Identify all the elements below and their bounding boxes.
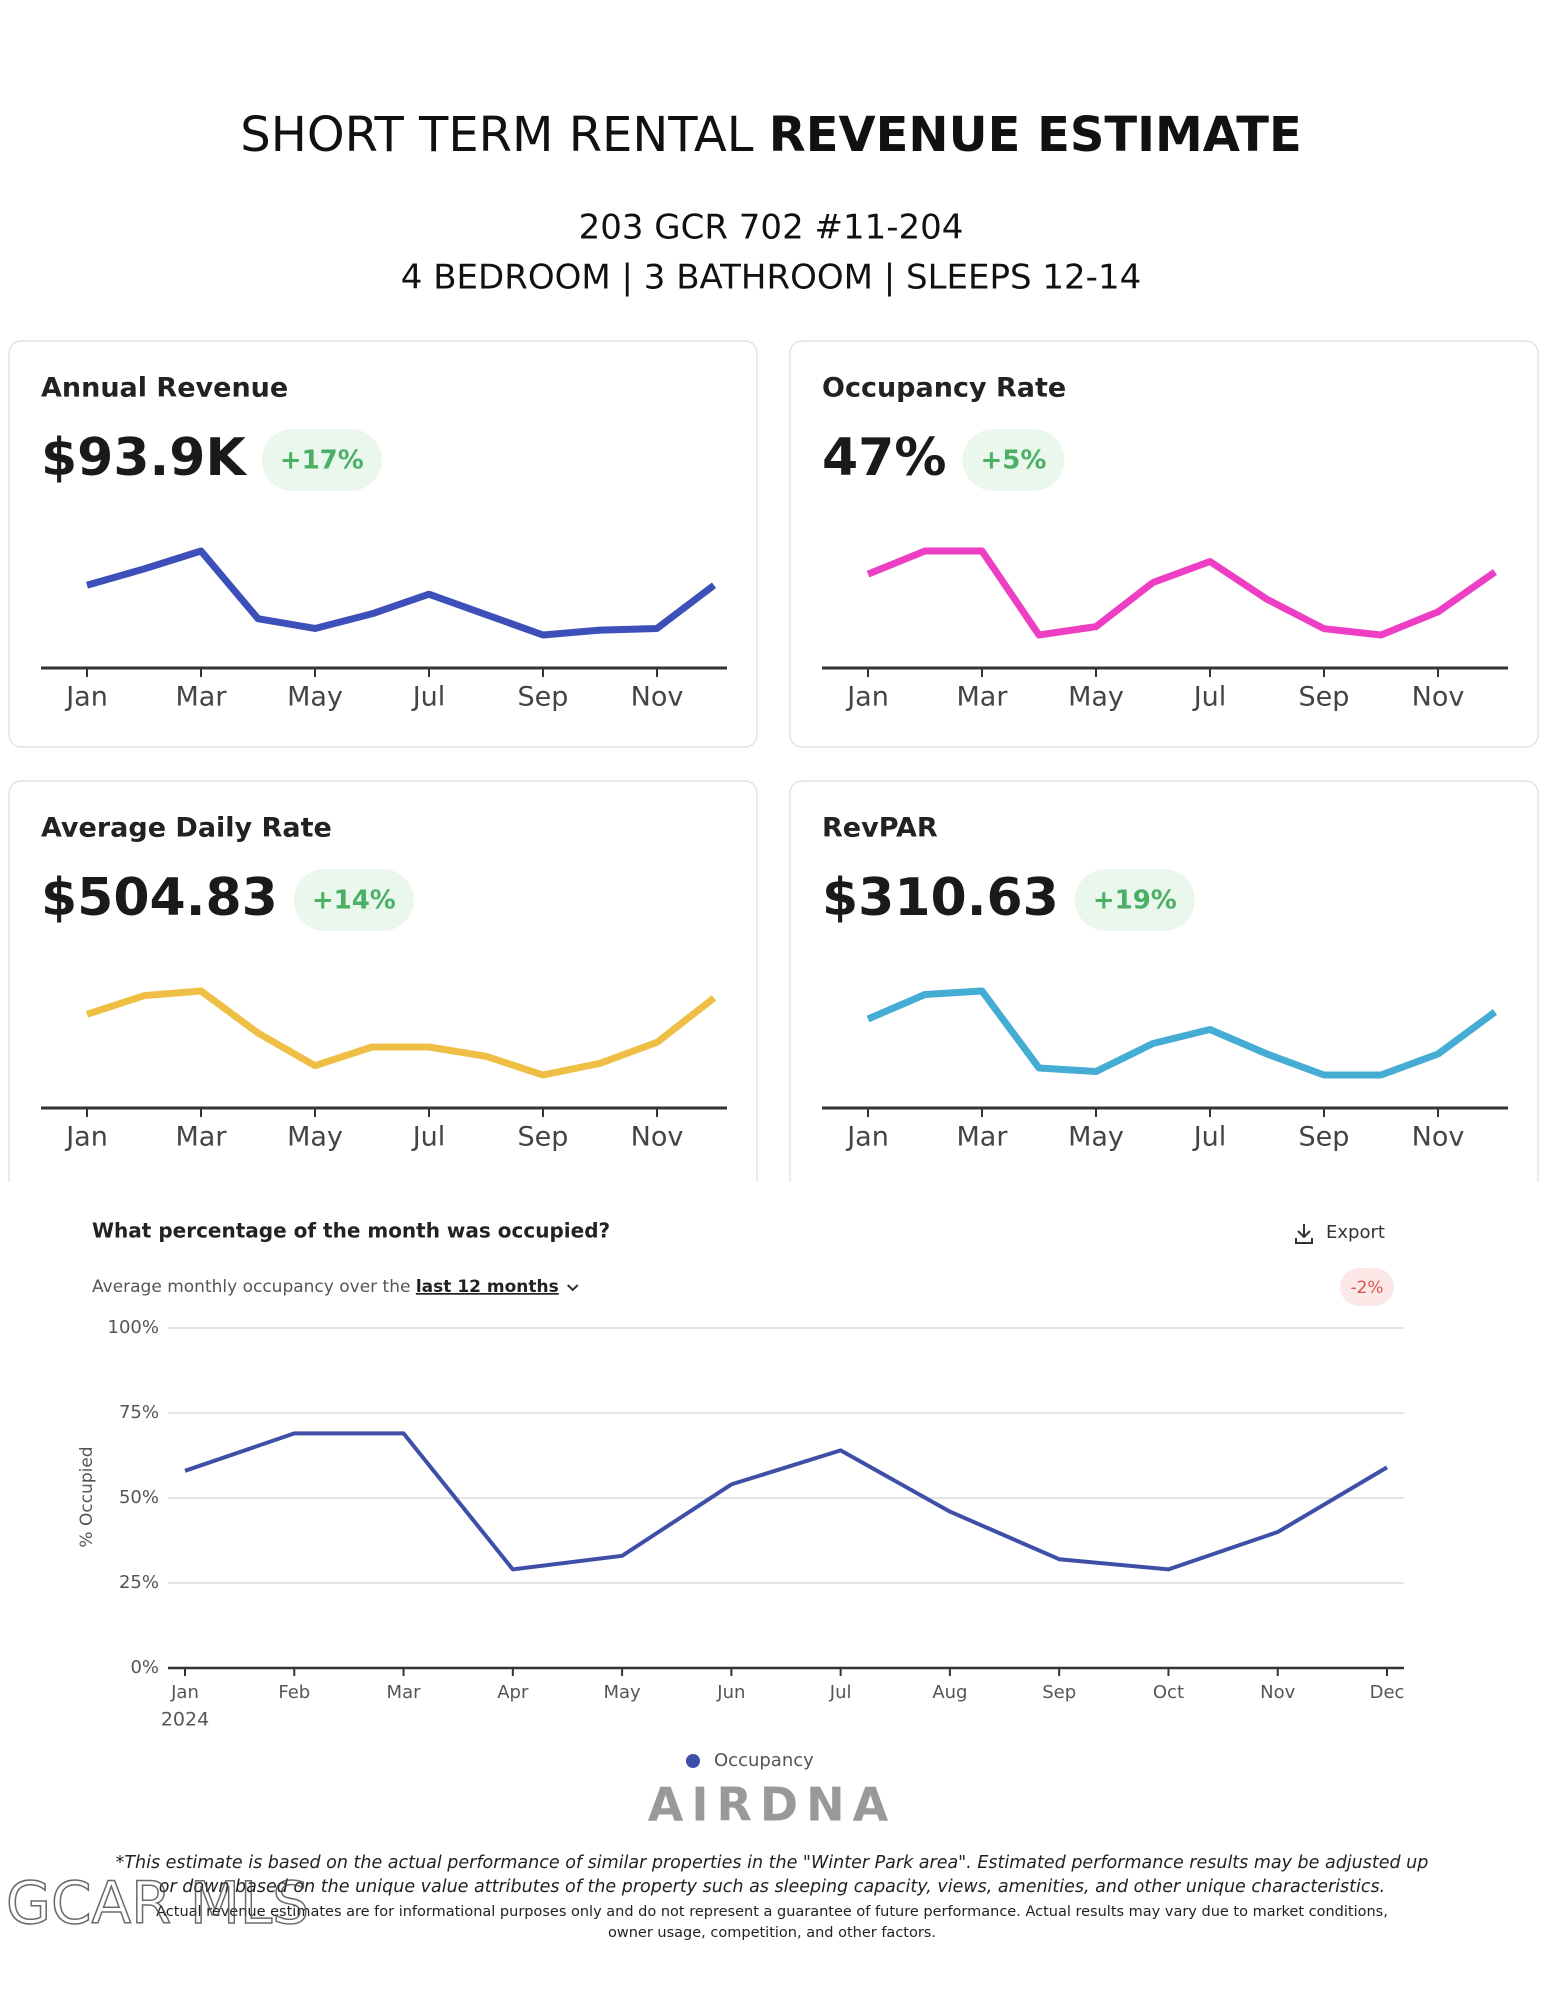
series-line (184, 1431, 1389, 1572)
title-light: SHORT TERM RENTAL (240, 107, 753, 163)
chart-title: What percentage of the month was occupie… (92, 1219, 610, 1243)
x-tick-label: May (603, 1682, 641, 1703)
export-label[interactable]: Export (1326, 1222, 1385, 1243)
x-tick-label: May (287, 682, 343, 713)
y-tick-label: 75% (119, 1402, 159, 1423)
x-tick-label: Jul (1192, 682, 1227, 713)
x-tick-label: Sep (1299, 682, 1350, 713)
headline: $93.9K (41, 428, 247, 488)
metric-card: Average Daily Rate $504.83 +14% Jan Mar May Ju… (8, 780, 758, 1212)
y-tick-label: 0% (130, 1657, 159, 1678)
x-tick-label: Jan (170, 1682, 199, 1703)
x-tick-label: Jul (1192, 1122, 1227, 1153)
x-tick-label: Mar (176, 1122, 228, 1153)
x-tick-label: Feb (278, 1682, 310, 1703)
y-tick-label: 100% (108, 1317, 159, 1338)
x-tick-label: Sep (1042, 1682, 1076, 1703)
x-tick-label: Jun (716, 1682, 745, 1703)
metric-card: Occupancy Rate 47% +5% Jan Mar May Jul Sep Nov (789, 340, 1539, 748)
watermark: GCAR MLS (6, 1869, 309, 1937)
y-tick-label: 25% (119, 1572, 159, 1593)
change-badge (962, 429, 1065, 491)
subtitle-text: Average monthly occupancy over the (92, 1277, 410, 1297)
x-tick-label: Nov (631, 1122, 684, 1153)
change-badge (1074, 869, 1195, 931)
metric-card: RevPAR $310.63 +19% Jan Mar May Jul Sep Nov (789, 780, 1539, 1212)
card-bg (8, 340, 758, 748)
x-tick-label: Mar (957, 682, 1009, 713)
x-tick-label: Jan (64, 682, 108, 713)
x-tick-label: Sep (518, 682, 569, 713)
trend-line (866, 987, 1498, 1079)
x-tick-label: Jul (829, 1682, 852, 1703)
x-tick-label: Mar (387, 1682, 422, 1703)
x-tick-label: Sep (1299, 1122, 1350, 1153)
change-label: +14% (312, 886, 396, 916)
export-button[interactable]: Export (1295, 1222, 1385, 1244)
note: *This estimate is based on the actual pe… (116, 1853, 1429, 1873)
change-badge (293, 869, 414, 931)
trend-line (85, 987, 717, 1079)
export-icon (1295, 1224, 1313, 1244)
metric-card: Annual Revenue $93.9K +17% Jan Mar May Jul Sep N… (8, 340, 758, 748)
x-tick-label: May (1068, 1122, 1124, 1153)
page-title: SHORT TERM RENTAL REVENUE ESTIMATE (240, 107, 1302, 163)
legend-label: Occupancy (714, 1750, 814, 1771)
x-tick-label: Aug (932, 1682, 967, 1703)
change-label: -2% (1350, 1278, 1383, 1298)
card-title: Occupancy Rate (822, 373, 1066, 404)
x-sublabel: 2024 (161, 1709, 209, 1731)
x-tick-label: Nov (1260, 1682, 1295, 1703)
x-tick-label: Jan (845, 682, 889, 713)
headline: 47% (822, 428, 946, 488)
x-tick-label: Nov (1412, 1122, 1465, 1153)
trend-line (866, 547, 1498, 639)
note: owner usage, competition, and other fact… (608, 1925, 936, 1941)
change-badge (261, 429, 382, 491)
x-tick-label: Oct (1153, 1682, 1184, 1703)
card-title: Average Daily Rate (41, 813, 332, 844)
occupancy-chart: 0% 25% 50% 75% 100% Jan Feb Mar Apr May Jun Jul Aug S… (108, 1317, 1405, 1771)
x-tick-label: Jan (845, 1122, 889, 1153)
y-tick-label: 50% (119, 1487, 159, 1508)
x-tick-label: Nov (631, 682, 684, 713)
trend-line (86, 547, 717, 639)
headline: $504.83 (41, 868, 278, 928)
x-tick-label: Mar (176, 682, 228, 713)
x-tick-label: Jul (411, 1122, 446, 1153)
logo: AIRDNA (648, 1778, 896, 1832)
subtitle: Average monthly occupancy over the last … (92, 1277, 559, 1297)
address: 203 GCR 702 #11-204 (579, 208, 964, 248)
change-label: +19% (1093, 886, 1177, 916)
card-title: Annual Revenue (41, 373, 288, 404)
y-axis-title: % Occupied (77, 1446, 97, 1547)
x-tick-label: Jul (411, 682, 446, 713)
details: 4 BEDROOM | 3 BATHROOM | SLEEPS 12-14 (401, 258, 1141, 298)
card-title: RevPAR (822, 813, 938, 844)
change-badge (1340, 1268, 1394, 1306)
chevron[interactable] (567, 1284, 579, 1292)
period-link[interactable]: last 12 months (416, 1277, 559, 1297)
x-tick-label: May (287, 1122, 343, 1153)
x-tick-label: Mar (957, 1122, 1009, 1153)
card-cutoff (0, 1182, 1545, 1222)
note: or down based on the unique value attrib… (159, 1877, 1385, 1897)
x-tick-label: Jan (64, 1122, 108, 1153)
x-tick-label: Nov (1412, 682, 1465, 713)
x-tick-label: Dec (1370, 1682, 1405, 1703)
title-bold: REVENUE ESTIMATE (769, 107, 1302, 163)
note: Actual revenue estimates are for informa… (156, 1904, 1388, 1920)
x-tick-label: Sep (518, 1122, 569, 1153)
legend-swatch (686, 1754, 700, 1768)
headline: $310.63 (822, 868, 1059, 928)
x-tick-label: Apr (497, 1682, 529, 1703)
change-label: +5% (980, 446, 1046, 476)
x-tick-label: May (1068, 682, 1124, 713)
cards: Annual Revenue $93.9K +17% Jan Mar May Jul Sep N… (0, 340, 1545, 1222)
change-label: +17% (280, 446, 364, 476)
